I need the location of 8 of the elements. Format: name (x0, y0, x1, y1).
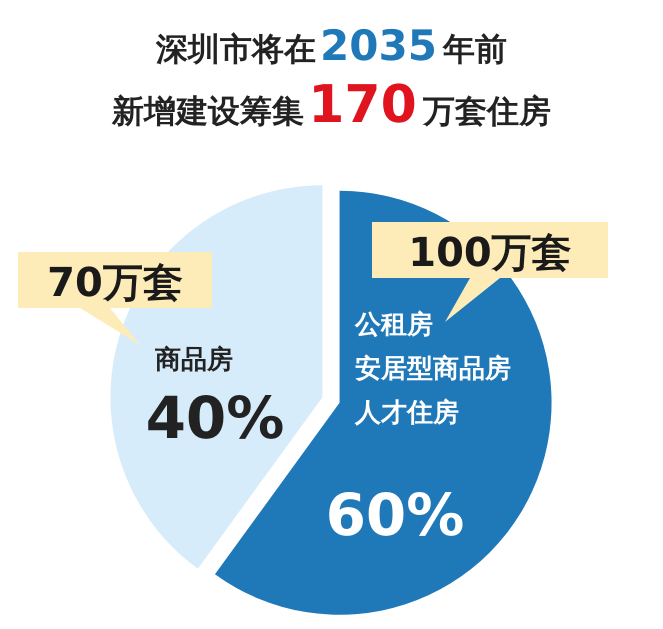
text: 公租房 (354, 310, 433, 340)
slice-label: 商品房 (154, 345, 233, 375)
data-label: 60% (326, 481, 464, 549)
text: 100万套 (408, 230, 572, 276)
text: 人才住房 (354, 398, 459, 428)
text: 安居型商品房 (355, 354, 511, 384)
data-label: 40% (146, 384, 284, 452)
text: 70万套 (47, 260, 183, 306)
